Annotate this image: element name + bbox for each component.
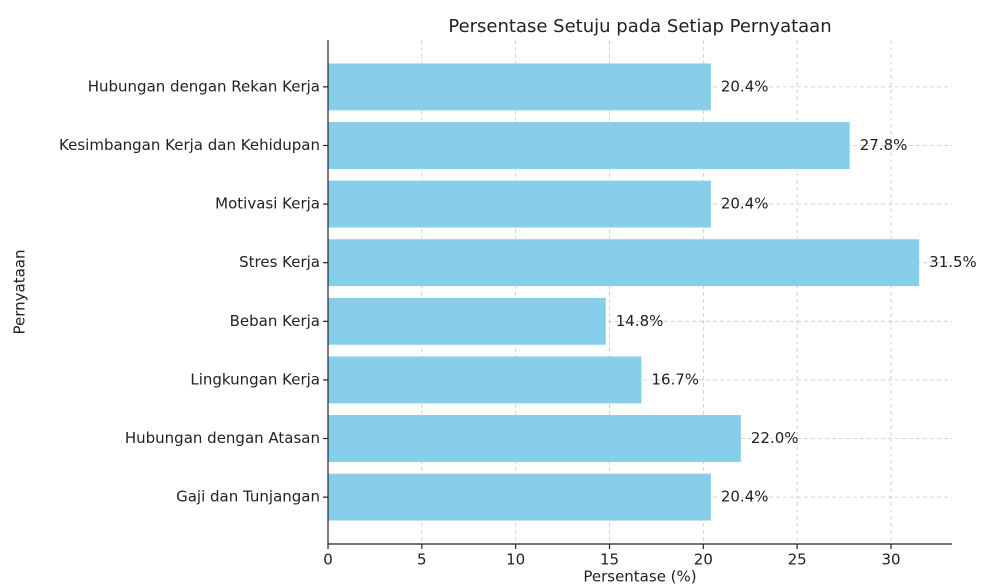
data-label: 31.5% <box>929 253 977 271</box>
bar <box>328 297 606 345</box>
data-label: 20.4% <box>721 77 769 95</box>
data-label: 20.4% <box>721 195 769 213</box>
x-tick-label: 0 <box>323 551 333 569</box>
data-label: 22.0% <box>751 429 799 447</box>
data-label: 20.4% <box>721 488 769 506</box>
bar <box>328 180 711 228</box>
y-tick-label: Hubungan dengan Rekan Kerja <box>88 77 320 95</box>
y-tick-label: Lingkungan Kerja <box>190 370 320 388</box>
y-tick-label: Beban Kerja <box>230 312 320 330</box>
data-label: 27.8% <box>860 136 908 154</box>
x-tick-label: 30 <box>881 551 900 569</box>
x-tick-label: 20 <box>694 551 713 569</box>
bar <box>328 122 850 169</box>
y-axis-label: Pernyataan <box>11 250 29 335</box>
data-label: 14.8% <box>616 312 664 330</box>
y-tick-label: Gaji dan Tunjangan <box>176 488 320 506</box>
data-label: 16.7% <box>651 370 699 388</box>
chart-title: Persentase Setuju pada Setiap Pernyataan <box>448 16 831 37</box>
bar <box>328 356 642 404</box>
x-tick-label: 5 <box>417 551 427 569</box>
y-tick-label: Hubungan dengan Atasan <box>125 429 320 447</box>
bar <box>328 473 711 521</box>
bar <box>328 239 920 287</box>
x-tick-label: 15 <box>600 551 619 569</box>
bar <box>328 415 741 462</box>
x-tick-label: 25 <box>788 551 807 569</box>
bar <box>328 63 711 111</box>
y-tick-label: Motivasi Kerja <box>215 195 320 213</box>
x-tick-label: 10 <box>506 551 525 569</box>
y-tick-label: Stres Kerja <box>239 253 320 271</box>
y-tick-label: Kesimbangan Kerja dan Kehidupan <box>59 136 320 154</box>
x-axis-label: Persentase (%) <box>583 568 696 585</box>
